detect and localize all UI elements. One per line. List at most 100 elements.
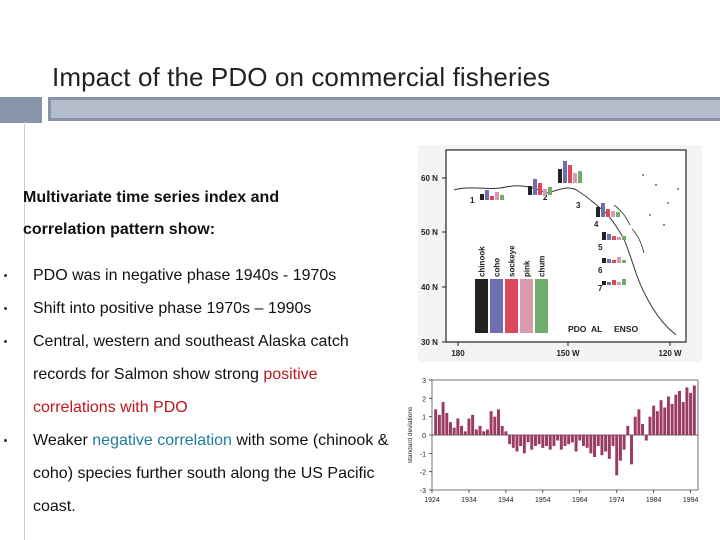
pdo-bar (448, 422, 452, 435)
bullet-item: PDO was in negative phase 1940s - 1970s (0, 259, 400, 292)
bullet-list: PDO was in negative phase 1940s - 1970s S… (0, 259, 400, 523)
x-tick-label: 1944 (498, 497, 514, 504)
map-correlation-bar (612, 236, 616, 240)
bullet-text: with some (chinook & coho) species furth… (33, 432, 389, 515)
pdo-bar (471, 414, 475, 435)
lat-tick-label: 30 N (421, 338, 438, 347)
region-number: 3 (576, 201, 581, 210)
pdo-bar (652, 405, 656, 435)
map-correlation-bar (568, 165, 572, 183)
map-correlation-bar (611, 211, 615, 217)
title-accent-block (0, 97, 42, 123)
pdo-bar (434, 409, 438, 435)
pdo-bar (545, 435, 549, 446)
bullet-text: Weaker (33, 432, 93, 449)
legend-species-bar (490, 279, 503, 333)
pdo-bar (622, 435, 626, 450)
salmon-correlation-map: 60 N 50 N 40 N 30 N 180 150 W 120 W chinook coho… (418, 145, 702, 362)
title-accent-rule (48, 97, 720, 121)
map-correlation-bar (602, 258, 606, 263)
legend-index-label: PDO (568, 324, 587, 334)
region-number: 5 (598, 243, 603, 252)
pdo-bar (570, 435, 574, 443)
map-correlation-bar (622, 279, 626, 285)
map-correlation-bar (596, 207, 600, 217)
gutter-line (24, 122, 25, 540)
x-tick-label: 1924 (424, 497, 440, 504)
pdo-bar (618, 435, 622, 461)
region-number: 4 (594, 220, 599, 229)
legend-species-label: chum (538, 256, 547, 277)
map-correlation-bar (617, 257, 621, 263)
intro-line-2: correlation pattern show: (23, 221, 216, 238)
pdo-bar (630, 435, 633, 465)
map-correlation-bar (607, 259, 611, 263)
map-dot (677, 188, 679, 190)
y-tick-label: 2 (422, 396, 426, 403)
pdo-bar (519, 435, 523, 446)
pdo-bar (681, 402, 685, 435)
pdo-bar (493, 416, 497, 435)
pdo-bar (508, 435, 512, 445)
pdo-bar (574, 435, 578, 452)
lat-tick-label: 50 N (421, 228, 438, 237)
map-correlation-bar (602, 281, 606, 285)
legend-species-bar (520, 279, 533, 333)
map-correlation-bar (538, 183, 542, 195)
map-correlation-bar (607, 282, 611, 285)
pdo-bar (607, 435, 611, 459)
pdo-bar (581, 435, 585, 446)
island-outline (613, 204, 645, 254)
pdo-bar (552, 435, 556, 446)
pdo-bar (541, 435, 545, 448)
legend-index-label: AL (591, 324, 602, 334)
map-correlation-bar (612, 280, 616, 285)
pdo-bar (530, 435, 534, 450)
pdo-bar (515, 435, 519, 452)
region-number: 7 (598, 284, 603, 293)
map-correlation-bar (622, 260, 626, 263)
pdo-bar (648, 416, 652, 435)
pdo-bar (452, 427, 456, 435)
pdo-bar (578, 435, 582, 441)
pdo-bar (585, 435, 589, 448)
pdo-bar (511, 435, 515, 448)
y-tick-label: -1 (420, 451, 426, 458)
pdo-bar (489, 411, 493, 435)
bullet-item: Central, western and southeast Alaska ca… (0, 325, 400, 424)
x-tick-label: 1984 (646, 497, 662, 504)
pdo-bar (437, 414, 441, 435)
map-correlation-bar (578, 171, 582, 183)
pdo-bar (692, 385, 696, 435)
map-correlation-bar (607, 234, 611, 240)
pdo-bar (689, 392, 693, 435)
map-correlation-bar (617, 282, 621, 285)
map-dot (663, 224, 665, 226)
bullet-text: negative correlation (92, 432, 232, 449)
pdo-bar (526, 435, 530, 443)
pdo-bar (504, 431, 508, 435)
y-axis-label: standard deviations (407, 406, 414, 463)
pdo-bar (563, 435, 567, 446)
bullet-item: Shift into positive phase 1970s – 1990s (0, 292, 400, 325)
map-correlation-bar (495, 192, 499, 200)
x-tick-label: 1954 (535, 497, 551, 504)
map-dot (642, 174, 644, 176)
x-tick-label: 1934 (461, 497, 477, 504)
lon-tick-label: 120 W (658, 349, 682, 358)
y-tick-label: -2 (420, 470, 426, 477)
pdo-bar (497, 409, 500, 435)
map-correlation-bar (573, 173, 577, 183)
lon-tick-label: 150 W (556, 349, 580, 358)
pdo-bar (500, 425, 504, 435)
region-number: 1 (470, 196, 475, 205)
legend-species-bar (475, 279, 488, 333)
lat-tick-label: 40 N (421, 283, 438, 292)
legend-species-label: pink (523, 260, 532, 277)
bullet-text: Shift into positive phase 1970s – 1990s (33, 300, 312, 317)
lon-tick-label: 180 (451, 349, 465, 358)
pdo-bar (615, 435, 619, 476)
map-correlation-bar (602, 232, 606, 240)
pdo-bar (644, 435, 648, 441)
x-tick-label: 1964 (572, 497, 588, 504)
